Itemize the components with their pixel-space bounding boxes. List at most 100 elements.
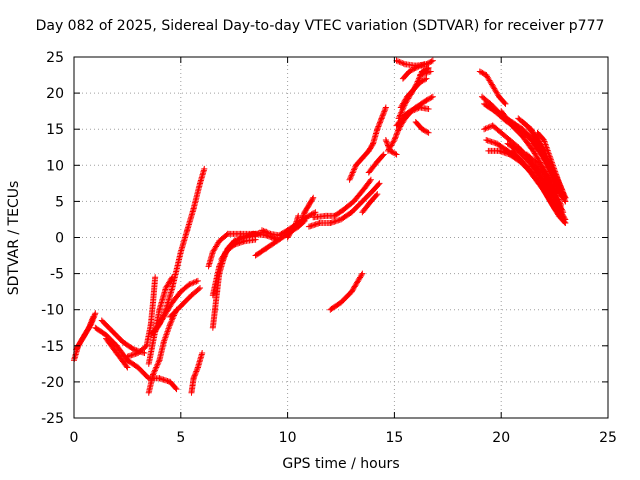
data-point <box>194 277 201 284</box>
data-point <box>400 105 407 112</box>
data-point <box>394 128 401 135</box>
data-point <box>426 59 433 66</box>
data-point <box>394 130 401 137</box>
data-point <box>414 78 421 85</box>
data-point <box>197 285 204 292</box>
data-point <box>383 138 390 145</box>
x-tick-label: 15 <box>385 430 403 446</box>
data-point <box>193 367 200 374</box>
data-point <box>381 108 388 115</box>
data-point <box>374 126 381 133</box>
data-point <box>420 126 427 133</box>
data-point <box>391 135 398 142</box>
data-point <box>478 69 485 76</box>
data-point <box>374 191 381 198</box>
data-point <box>153 363 160 370</box>
data-point <box>347 173 354 180</box>
data-point <box>89 315 96 322</box>
data-point <box>383 139 390 146</box>
data-point <box>88 317 95 324</box>
data-point <box>376 120 383 127</box>
data-point <box>124 364 131 371</box>
data-point <box>376 180 383 187</box>
data-point <box>375 122 382 129</box>
data-point <box>428 94 435 101</box>
data-point <box>260 227 267 234</box>
data-point <box>552 192 559 199</box>
data-point <box>393 151 400 158</box>
data-point <box>414 79 421 86</box>
data-point <box>193 278 200 285</box>
data-point <box>380 151 387 158</box>
data-point <box>395 115 402 122</box>
y-tick-label: -20 <box>41 375 64 391</box>
data-point <box>419 61 426 68</box>
data-point <box>423 75 430 82</box>
data-point <box>300 213 307 220</box>
y-tick-label: -15 <box>41 339 64 355</box>
data-point <box>562 194 569 201</box>
data-point <box>381 107 388 114</box>
data-point <box>189 280 196 287</box>
data-point <box>366 177 373 184</box>
data-point <box>349 169 356 176</box>
data-point <box>173 386 180 393</box>
data-point <box>481 126 488 133</box>
data-point <box>153 364 160 371</box>
data-point <box>398 108 405 115</box>
data-point <box>379 112 386 119</box>
data-point <box>152 274 159 281</box>
data-point <box>351 166 358 173</box>
data-point <box>377 118 384 125</box>
data-point <box>86 323 93 330</box>
data-point <box>191 372 198 379</box>
data-point <box>312 209 319 216</box>
data-point <box>410 66 417 73</box>
y-tick-label: -25 <box>41 411 64 427</box>
data-point <box>395 127 402 134</box>
data-point <box>195 286 202 293</box>
data-point <box>557 203 564 210</box>
y-tick-label: 20 <box>46 86 64 102</box>
data-point <box>406 68 413 75</box>
data-point <box>483 124 490 131</box>
data-point <box>151 368 158 375</box>
data-point <box>480 70 487 77</box>
data-point <box>359 270 366 277</box>
data-point <box>141 350 148 357</box>
data-point <box>485 124 492 131</box>
data-point <box>415 63 422 70</box>
data-point <box>152 365 159 372</box>
data-point <box>192 369 199 376</box>
data-point <box>348 172 355 179</box>
data-point <box>223 231 230 238</box>
data-point <box>558 206 565 213</box>
data-point <box>217 260 224 267</box>
data-point <box>415 77 422 84</box>
data-point <box>399 60 406 67</box>
data-point <box>261 228 268 235</box>
data-point <box>89 316 96 323</box>
data-point <box>297 220 304 227</box>
data-point <box>412 84 419 91</box>
data-point <box>193 368 200 375</box>
data-point <box>263 229 270 236</box>
data-point <box>425 129 432 136</box>
data-point <box>375 123 382 130</box>
data-point <box>425 64 432 71</box>
y-tick-label: 25 <box>46 50 64 66</box>
data-point <box>427 68 434 75</box>
data-point <box>347 175 354 182</box>
data-point <box>396 58 403 65</box>
data-point <box>299 214 306 221</box>
data-point <box>378 116 385 123</box>
data-point <box>305 212 312 219</box>
data-point <box>396 112 403 119</box>
data-point <box>216 261 223 268</box>
data-point <box>393 132 400 139</box>
y-axis-label: SDTVAR / TECUs <box>6 180 22 296</box>
data-point <box>536 140 543 147</box>
data-point <box>390 138 397 145</box>
data-point <box>150 370 157 377</box>
data-point <box>414 64 421 71</box>
